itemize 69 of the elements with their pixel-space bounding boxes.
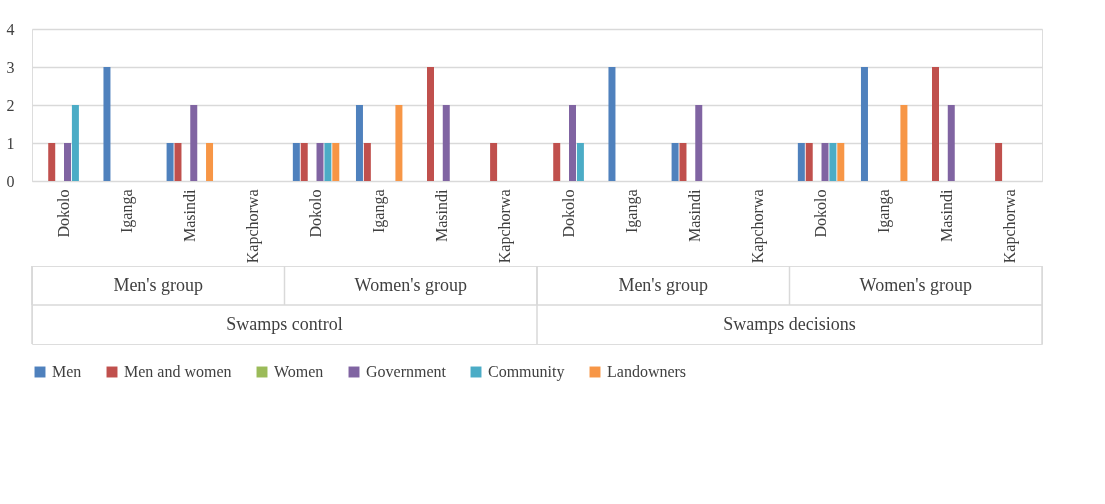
- bar: [395, 105, 403, 181]
- legend-label: Community: [488, 363, 565, 381]
- x-tick-label: Kapchorwa: [748, 189, 767, 264]
- x-tick-label: Iganga: [370, 189, 389, 234]
- bar: [671, 143, 679, 181]
- bar: [679, 143, 687, 181]
- bar: [576, 143, 584, 181]
- legend-label: Government: [366, 363, 447, 380]
- legend-label: Landowners: [607, 363, 687, 380]
- x-tick-label: Kapchorwa: [1001, 189, 1020, 264]
- bar: [206, 143, 214, 181]
- x-tick-label: Kapchorwa: [243, 189, 262, 264]
- y-tick-label: 4: [6, 20, 15, 38]
- bar: [332, 143, 340, 181]
- x-tick-label: Kapchorwa: [496, 189, 515, 264]
- bar: [174, 143, 182, 181]
- text: Swamps control: [226, 313, 343, 334]
- bar: [797, 143, 805, 181]
- text: Men's group: [113, 274, 204, 295]
- y-tick-label: 1: [6, 134, 15, 152]
- bar: [48, 143, 56, 181]
- x-tick-label: Masindi: [433, 188, 451, 242]
- bar: [442, 105, 450, 181]
- bar: [821, 143, 829, 181]
- x-tick-label: Masindi: [180, 188, 198, 242]
- text: Women's group: [859, 274, 972, 295]
- bar: [837, 143, 845, 181]
- x-tick-label: Iganga: [875, 189, 894, 234]
- x-tick-label: Dokolo: [307, 189, 325, 238]
- text: Men's group: [618, 274, 709, 295]
- bar: [300, 143, 308, 181]
- bar: [316, 143, 324, 181]
- bar: [103, 67, 111, 181]
- x-tick-label: Dokolo: [559, 189, 577, 238]
- x-tick-label: Iganga: [622, 189, 641, 234]
- bar: [829, 143, 837, 181]
- bar: [860, 67, 868, 181]
- bar: [71, 105, 79, 181]
- bar: [995, 143, 1003, 181]
- bar: [190, 105, 198, 181]
- y-tick-label: 3: [6, 58, 15, 76]
- bar: [805, 143, 813, 181]
- bar: [292, 143, 300, 181]
- bar: [166, 143, 174, 181]
- bar: [900, 105, 908, 181]
- bar: [490, 143, 498, 181]
- x-tick-label: Masindi: [685, 188, 703, 242]
- bar: [695, 105, 703, 181]
- bar: [64, 143, 72, 181]
- bar: [363, 143, 371, 181]
- legend-label: Men and women: [124, 363, 232, 380]
- bar: [569, 105, 577, 181]
- x-tick-label: Iganga: [117, 189, 136, 234]
- bar: [553, 143, 561, 181]
- bar: [426, 67, 434, 181]
- bar: [608, 67, 616, 181]
- x-tick-label: Dokolo: [812, 189, 830, 238]
- text: Women's group: [354, 274, 467, 295]
- x-tick-label: Masindi: [938, 188, 956, 242]
- legend-label: Men: [52, 363, 82, 380]
- legend-label: Women: [274, 363, 324, 380]
- y-tick-label: 0: [6, 172, 15, 190]
- text: Swamps decisions: [723, 313, 856, 334]
- bar: [355, 105, 363, 181]
- bar: [324, 143, 332, 181]
- bar: [947, 105, 955, 181]
- y-tick-label: 2: [6, 96, 15, 114]
- x-tick-label: Dokolo: [54, 189, 72, 238]
- bar: [931, 67, 939, 181]
